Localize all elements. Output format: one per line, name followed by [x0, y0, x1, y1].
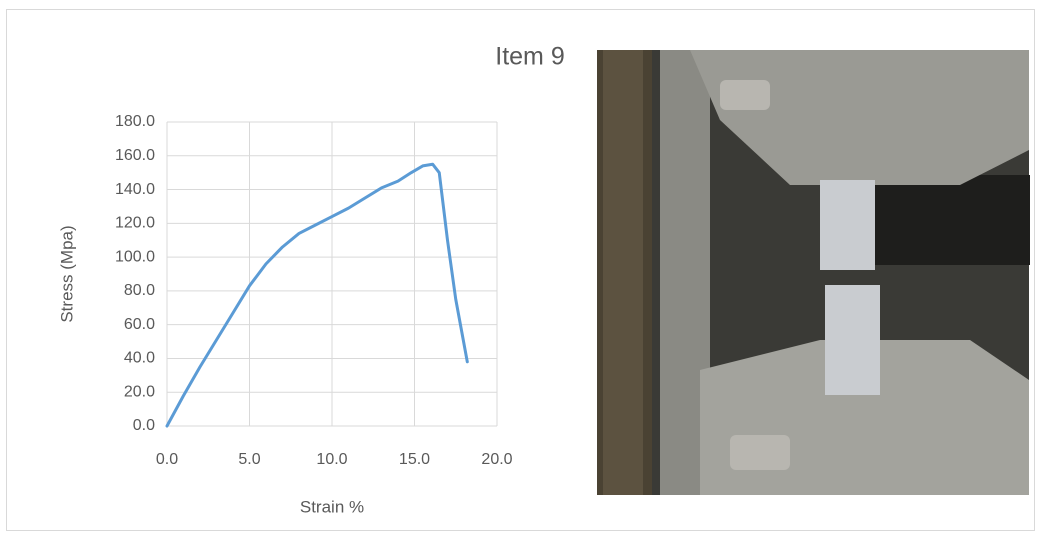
- x-tick-label: 10.0: [316, 451, 347, 468]
- x-tick-label: 20.0: [481, 451, 512, 468]
- y-tick-label: 80.0: [124, 282, 155, 299]
- y-tick-label: 0.0: [133, 417, 155, 434]
- x-tick-label: 5.0: [238, 451, 260, 468]
- y-tick-label: 40.0: [124, 350, 155, 367]
- x-tick-label: 15.0: [399, 451, 430, 468]
- chart: Item 9 Stress (Mpa) Strain % 0.0 20.0 40.0…: [0, 0, 1041, 536]
- x-tick-label: 0.0: [156, 451, 178, 468]
- chart-title: Item 9: [495, 43, 564, 71]
- y-tick-label: 180.0: [115, 113, 155, 130]
- y-tick-label: 120.0: [115, 215, 155, 232]
- x-axis-label: Strain %: [300, 497, 364, 516]
- y-tick-label: 160.0: [115, 147, 155, 164]
- y-axis-label: Stress (Mpa): [57, 225, 76, 322]
- y-tick-label: 20.0: [124, 383, 155, 400]
- photo: [597, 50, 1030, 495]
- y-tick-label: 140.0: [115, 181, 155, 198]
- y-tick-label: 60.0: [124, 316, 155, 333]
- y-tick-label: 100.0: [115, 248, 155, 265]
